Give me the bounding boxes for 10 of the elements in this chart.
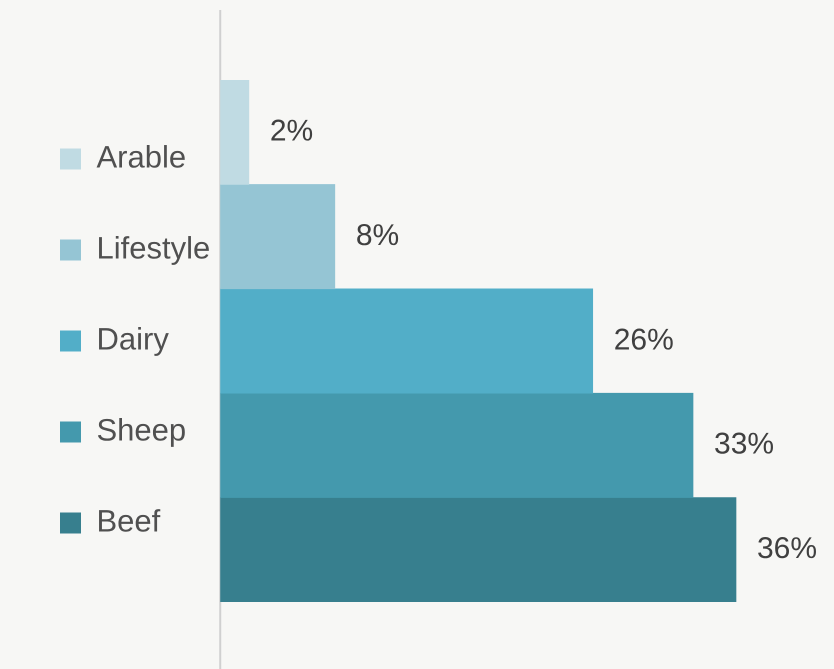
data-label: 2% <box>270 114 314 148</box>
legend-label: Lifestyle <box>96 230 210 266</box>
legend-label: Sheep <box>96 412 186 448</box>
legend-label: Arable <box>96 140 186 175</box>
data-label: 8% <box>356 218 400 252</box>
legend-label: Beef <box>96 504 161 539</box>
legend-label: Dairy <box>96 322 170 357</box>
data-label: 33% <box>714 428 774 461</box>
data-label: 26% <box>614 323 674 356</box>
data-label: 36% <box>757 532 818 566</box>
